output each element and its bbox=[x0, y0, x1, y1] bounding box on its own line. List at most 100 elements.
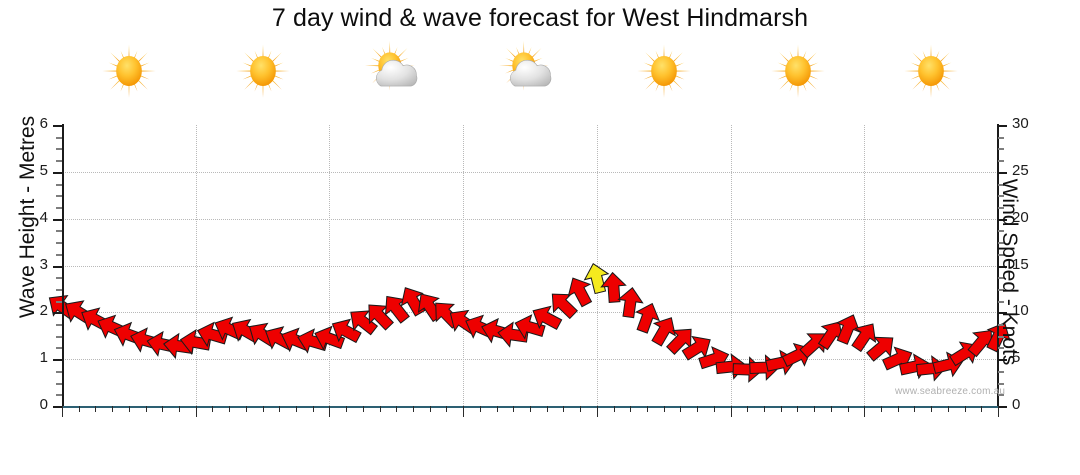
tick-bottom bbox=[463, 406, 465, 417]
tick-right bbox=[998, 195, 1004, 198]
tick-right bbox=[998, 265, 1007, 268]
tick-right bbox=[998, 230, 1004, 233]
tick-left bbox=[53, 406, 62, 408]
tick-bottom bbox=[697, 406, 699, 412]
tick-bottom bbox=[663, 406, 665, 412]
tick-bottom bbox=[179, 406, 180, 412]
tick-bottom bbox=[964, 406, 966, 412]
tick-bottom bbox=[947, 406, 949, 412]
sunny-icon bbox=[864, 40, 998, 102]
tick-right bbox=[998, 324, 1004, 327]
tick-bottom bbox=[195, 406, 197, 417]
tick-right bbox=[998, 125, 1007, 127]
tick-bottom bbox=[262, 406, 264, 412]
gridline-v-day-1 bbox=[195, 125, 197, 406]
tick-right bbox=[998, 136, 1004, 139]
sunny-icon bbox=[770, 44, 825, 98]
tick-bottom bbox=[162, 406, 164, 412]
tick-bottom bbox=[730, 406, 732, 417]
tick-left bbox=[56, 206, 62, 209]
tick-left bbox=[56, 242, 62, 245]
gridline-h-2 bbox=[62, 312, 998, 314]
tick-bottom bbox=[396, 406, 398, 412]
tick-bottom bbox=[747, 406, 749, 412]
tick-bottom bbox=[864, 406, 866, 417]
sunny-icon bbox=[62, 40, 196, 102]
page-title: 7 day wind & wave forecast for West Hind… bbox=[271, 4, 809, 32]
tick-bottom bbox=[446, 406, 448, 412]
left-tick-label: 6 bbox=[39, 115, 48, 132]
tick-bottom bbox=[563, 406, 565, 412]
partly-cloudy-icon bbox=[329, 40, 463, 102]
tick-bottom bbox=[780, 406, 782, 412]
tick-bottom bbox=[814, 406, 816, 412]
tick-bottom bbox=[897, 406, 899, 412]
tick-right bbox=[998, 160, 1004, 163]
tick-bottom bbox=[797, 406, 799, 412]
left-axis-line bbox=[62, 124, 64, 407]
watermark: www.seabreeze.com.au bbox=[895, 386, 1006, 397]
sunny-icon bbox=[102, 44, 156, 98]
tick-right bbox=[998, 370, 1004, 373]
right-tick-label: 15 bbox=[1012, 255, 1029, 273]
left-axis-title: Wave Height - Metres bbox=[16, 115, 39, 319]
right-tick-label: 25 bbox=[1012, 161, 1029, 179]
gridline-v-day-5 bbox=[730, 125, 732, 406]
tick-bottom bbox=[647, 406, 648, 412]
tick-bottom bbox=[429, 406, 431, 412]
tick-left bbox=[53, 171, 62, 174]
tick-left bbox=[56, 136, 62, 139]
gridline-v-day-4 bbox=[596, 125, 598, 406]
tick-bottom bbox=[931, 406, 933, 412]
tick-bottom bbox=[145, 406, 147, 412]
day-header-wednesday bbox=[864, 38, 998, 102]
tick-bottom bbox=[312, 406, 314, 412]
tick-bottom bbox=[479, 406, 481, 412]
wind-arrow bbox=[350, 310, 379, 336]
right-tick-label: 20 bbox=[1012, 208, 1029, 226]
tick-bottom bbox=[764, 406, 765, 412]
tick-bottom bbox=[245, 406, 247, 412]
sunny-icon bbox=[731, 40, 865, 102]
wind-arrow bbox=[567, 277, 593, 308]
tick-bottom bbox=[496, 406, 498, 412]
tick-bottom bbox=[128, 406, 130, 412]
tick-left bbox=[56, 324, 62, 327]
tick-bottom bbox=[78, 406, 80, 412]
tick-right bbox=[998, 206, 1004, 209]
wind-arrow bbox=[331, 318, 362, 344]
tick-bottom bbox=[998, 406, 999, 417]
tick-bottom bbox=[212, 406, 214, 412]
partly-cloudy-icon bbox=[365, 40, 418, 91]
tick-left bbox=[56, 160, 62, 163]
left-tick-label: 2 bbox=[39, 302, 48, 320]
left-tick-label: 1 bbox=[39, 349, 48, 367]
wind-arrow bbox=[514, 314, 546, 340]
tick-right bbox=[998, 406, 1007, 408]
gridline-h-1 bbox=[62, 359, 998, 361]
wind-arrow bbox=[179, 328, 212, 356]
tick-left bbox=[56, 394, 62, 397]
left-tick-label: 3 bbox=[39, 255, 48, 273]
wind-arrow bbox=[799, 333, 827, 359]
tick-bottom bbox=[296, 406, 297, 412]
tick-bottom bbox=[847, 406, 849, 412]
tick-left bbox=[53, 125, 62, 127]
tick-bottom bbox=[613, 406, 615, 412]
wind-arrow bbox=[583, 262, 610, 295]
wind-arrow bbox=[532, 305, 563, 331]
right-tick-label: 30 bbox=[1012, 115, 1029, 132]
wind-arrow bbox=[835, 314, 861, 345]
tick-right bbox=[998, 171, 1007, 174]
wind-arrow bbox=[851, 323, 877, 353]
sunny-icon bbox=[236, 44, 290, 98]
wind-arrow bbox=[497, 321, 529, 348]
tick-bottom bbox=[513, 406, 515, 412]
tick-bottom bbox=[329, 406, 331, 417]
tick-right bbox=[998, 277, 1004, 280]
tick-bottom bbox=[713, 406, 715, 412]
day-header-thursday bbox=[62, 38, 196, 102]
tick-bottom bbox=[379, 406, 381, 412]
tick-bottom bbox=[362, 406, 364, 412]
